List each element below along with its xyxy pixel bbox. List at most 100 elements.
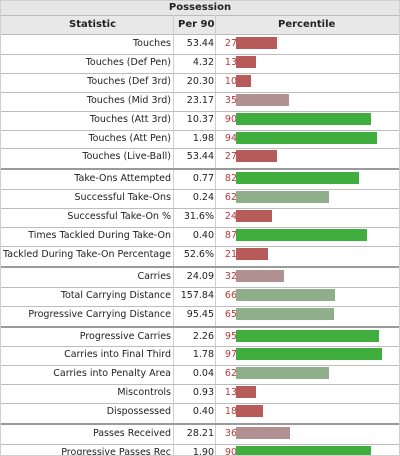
row-divider: [1, 189, 399, 191]
percentile-value: 13: [224, 56, 237, 68]
row-divider: [1, 227, 399, 228]
percentile-value: 82: [224, 173, 237, 185]
percentile-value: 18: [224, 406, 237, 418]
table-row: Touches (Att 3rd) 10.37 90: [1, 111, 399, 129]
table-row: Successful Take-Ons 0.24 62: [1, 189, 399, 207]
table-row: Progressive Carrying Distance 95.45 65: [1, 306, 399, 324]
statistic-label: Tackled During Take-On Percentage: [3, 248, 171, 260]
table-row: Carries into Final Third 1.78 97: [1, 346, 399, 364]
per90-value: 52.6%: [183, 248, 214, 260]
group-separator: [1, 265, 399, 268]
row-divider: [1, 245, 399, 247]
per90-value: 1.90: [192, 446, 214, 456]
percentile-bar: [236, 74, 251, 87]
row-divider: [1, 208, 399, 210]
percentile-value: 27: [224, 38, 237, 49]
statistic-label: Progressive Carries: [79, 330, 171, 342]
per90-value: 24.09: [186, 270, 214, 282]
table-row: Touches (Att Pen) 1.98 94: [1, 130, 399, 148]
statistic-label: Carries into Final Third: [64, 349, 171, 361]
column-header-per90: Per 90: [178, 19, 215, 30]
statistic-label: Passes Received: [92, 428, 171, 439]
percentile-bar: [236, 405, 263, 418]
percentile-value: 87: [224, 230, 237, 241]
percentile-value: 62: [224, 192, 237, 204]
percentile-bar: [236, 37, 277, 49]
row-divider: [1, 72, 399, 74]
statistic-label: Touches (Att Pen): [88, 132, 171, 144]
percentile-bar: [236, 269, 284, 282]
statistic-label: Touches (Live-Ball): [82, 151, 171, 163]
table-row: Carries 24.09 32: [1, 268, 399, 286]
statistic-label: Touches (Def Pen): [85, 56, 171, 68]
per90-value: 28.21: [186, 428, 214, 439]
group-separator: [1, 325, 399, 328]
percentile-bar: [236, 367, 329, 380]
statistic-label: Carries: [137, 270, 171, 282]
statistic-label: Progressive Passes Rec: [61, 446, 171, 456]
statistic-label: Touches: [132, 38, 171, 49]
percentile-bar: [236, 288, 335, 301]
per90-value: 0.24: [192, 192, 214, 204]
per90-value: 10.37: [186, 113, 214, 125]
statistic-label: Progressive Carrying Distance: [28, 308, 171, 320]
percentile-value: 21: [224, 248, 237, 260]
per90-value: 53.44: [186, 38, 214, 49]
statistic-label: Total Carrying Distance: [60, 289, 171, 301]
percentile-value: 27: [224, 151, 237, 163]
percentile-bar: [236, 210, 272, 223]
statistic-label: Dispossessed: [106, 406, 171, 418]
row-divider: [1, 286, 399, 288]
section-title: Possession: [1, 1, 399, 15]
table-row: Touches (Live-Ball) 53.44 27: [1, 148, 399, 166]
per90-value: 95.45: [186, 308, 214, 320]
row-divider: [1, 346, 399, 348]
percentile-bar: [236, 93, 289, 106]
percentile-value: 36: [224, 428, 237, 439]
percentile-bar: [236, 150, 277, 163]
table-header: Statistic Per 90 Percentile: [1, 15, 399, 35]
percentile-value: 13: [224, 387, 237, 399]
per90-value: 0.93: [192, 387, 214, 399]
row-divider: [1, 129, 399, 131]
per90-value: 53.44: [186, 151, 214, 163]
per90-value: 1.78: [192, 349, 214, 361]
percentile-bar: [236, 427, 290, 439]
percentile-value: 24: [224, 211, 237, 223]
table-row: Times Tackled During Take-On 0.40 87: [1, 227, 399, 245]
per90-value: 23.17: [186, 94, 214, 106]
per90-value: 1.98: [192, 132, 214, 144]
percentile-bar: [236, 307, 334, 320]
statistic-label: Miscontrols: [117, 387, 171, 399]
per90-value: 157.84: [180, 289, 214, 301]
table-row: Miscontrols 0.93 13: [1, 384, 399, 402]
statistic-label: Successful Take-On %: [67, 211, 171, 223]
table-row: Tackled During Take-On Percentage 52.6% 21: [1, 246, 399, 264]
table-row: Carries into Penalty Area 0.04 62: [1, 365, 399, 383]
table-row: Take-Ons Attempted 0.77 82: [1, 170, 399, 188]
percentile-bar: [236, 348, 382, 361]
per90-value: 2.26: [192, 330, 214, 342]
table-row: Progressive Passes Rec 1.90 90: [1, 444, 399, 456]
per90-value: 0.04: [192, 368, 214, 380]
row-divider: [1, 148, 399, 150]
percentile-value: 66: [224, 289, 237, 301]
group-separator: [1, 423, 399, 425]
table-row: Touches (Mid 3rd) 23.17 35: [1, 92, 399, 110]
table-row: Touches 53.44 27: [1, 35, 399, 53]
table-row: Total Carrying Distance 157.84 66: [1, 287, 399, 305]
column-divider: [173, 15, 174, 455]
percentile-bar: [236, 329, 379, 342]
statistic-label: Take-Ons Attempted: [74, 173, 171, 185]
statistic-label: Times Tackled During Take-On: [28, 230, 171, 241]
row-divider: [1, 443, 399, 445]
column-divider: [215, 15, 216, 455]
row-divider: [1, 53, 399, 55]
percentile-value: 35: [224, 94, 237, 106]
percentile-bar: [236, 172, 359, 185]
group-separator: [1, 168, 399, 171]
table-row: Touches (Def 3rd) 20.30 10: [1, 73, 399, 91]
statistic-label: Carries into Penalty Area: [53, 368, 171, 380]
column-header-statistic: Statistic: [69, 19, 117, 30]
